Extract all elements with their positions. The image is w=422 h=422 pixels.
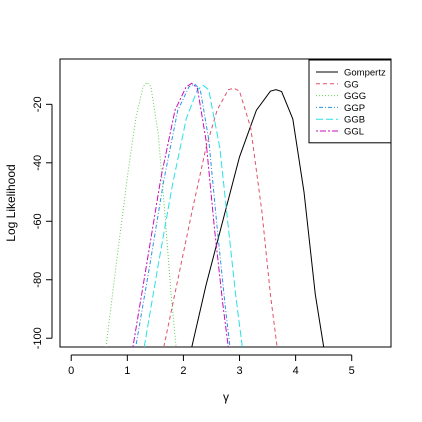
y-tick-label: -80: [32, 272, 44, 288]
y-axis-title: Log Likelihood: [4, 164, 18, 241]
legend-label-ggl: GGL: [344, 127, 364, 138]
x-tick-label: 3: [236, 365, 242, 377]
x-axis: 0 1 2 3 4 5: [68, 354, 355, 377]
legend-label-ggp: GGP: [344, 103, 365, 114]
x-tick-label: 1: [124, 365, 130, 377]
series-line-gompertz: [191, 89, 325, 348]
legend-label-gompertz: Gompertz: [344, 68, 386, 79]
series-line-gg: [163, 87, 278, 348]
series-line-ggg: [105, 81, 177, 348]
x-tick-label: 5: [349, 365, 355, 377]
legend-box: [308, 59, 392, 144]
x-tick-label: 2: [180, 365, 186, 377]
series-line-ggl: [132, 82, 229, 348]
x-tick-label: 4: [293, 365, 299, 377]
x-axis-title: γ: [223, 390, 229, 404]
y-tick-label: -60: [32, 213, 44, 229]
y-tick-label: -100: [32, 327, 44, 349]
y-axis: -100 -80 -60 -40 -20: [32, 96, 53, 349]
series-line-ggp: [135, 83, 231, 348]
legend-label-ggg: GGG: [344, 91, 366, 102]
y-tick-label: -40: [32, 155, 44, 171]
legend-label-gg: GG: [344, 79, 359, 90]
x-tick-label: 0: [68, 365, 74, 377]
series-line-ggb: [143, 84, 243, 348]
plot-area: [59, 58, 392, 348]
plot-frame: [59, 58, 392, 348]
legend-label-ggb: GGB: [344, 115, 365, 126]
y-tick-label: -20: [32, 96, 44, 112]
